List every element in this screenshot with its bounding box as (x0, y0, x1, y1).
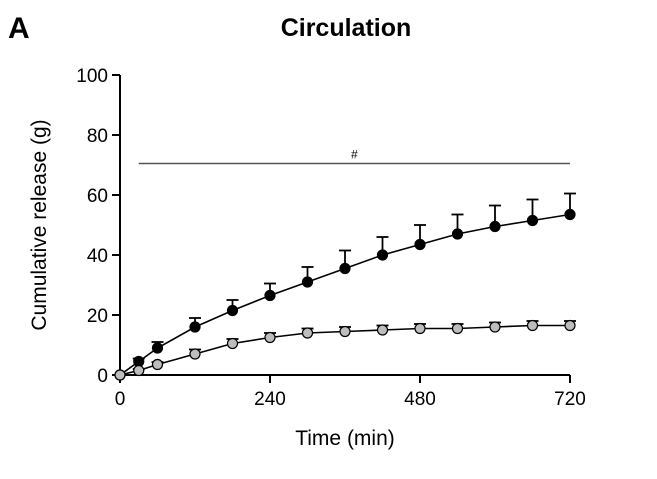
data-point-1-1 (133, 364, 145, 377)
data-point-0-9 (414, 238, 426, 251)
data-point-0-3 (189, 321, 201, 333)
data-point-1-9 (414, 322, 426, 335)
x-tick-label-3: 720 (554, 389, 586, 410)
series-1 (114, 319, 576, 381)
data-point-0-12 (526, 214, 539, 227)
data-point-0-11 (489, 220, 501, 233)
data-point-1-10 (451, 322, 464, 335)
panel-letter: A (8, 12, 30, 45)
data-point-1-11 (489, 321, 501, 333)
data-point-1-0 (114, 369, 126, 381)
data-point-0-5 (264, 289, 276, 302)
data-point-1-3 (189, 348, 201, 360)
y-axis-label: Cumulative release (g) (28, 119, 51, 330)
data-point-1-13 (564, 319, 576, 332)
data-point-1-7 (339, 325, 351, 338)
y-tick-label-5: 100 (76, 66, 108, 87)
data-point-1-12 (526, 319, 539, 332)
y-tick-label-0: 0 (97, 366, 108, 387)
x-axis-label: Time (min) (295, 427, 395, 450)
data-point-0-13 (564, 208, 576, 221)
y-tick-label-4: 80 (87, 126, 108, 147)
y-tick-label-2: 40 (87, 246, 108, 267)
x-tick-label-1: 240 (254, 389, 286, 410)
data-point-1-6 (301, 327, 314, 339)
data-point-1-5 (264, 331, 276, 344)
data-point-0-8 (376, 249, 389, 261)
data-point-1-2 (151, 358, 164, 371)
data-point-0-2 (151, 342, 164, 354)
x-tick-label-2: 480 (404, 389, 436, 410)
plot-area (114, 192, 576, 381)
data-point-1-8 (376, 324, 389, 336)
significance-annotation: # (138, 148, 570, 165)
x-tick-label-0: 0 (115, 389, 126, 410)
data-point-0-4 (226, 304, 239, 317)
y-tick-label-1: 20 (87, 306, 108, 327)
data-point-0-6 (301, 276, 314, 288)
series-line-0 (119, 213, 571, 376)
significance-mark: # (351, 148, 358, 162)
data-point-0-10 (451, 228, 464, 240)
data-point-0-7 (339, 262, 351, 275)
y-tick-label-3: 60 (87, 186, 108, 207)
chart-title: Circulation (281, 14, 412, 42)
series-0 (114, 192, 576, 381)
data-point-1-4 (226, 337, 239, 350)
series-line-1 (119, 324, 570, 376)
axes: 0 20 40 60 80 100 0 240 480 720 (76, 66, 586, 410)
